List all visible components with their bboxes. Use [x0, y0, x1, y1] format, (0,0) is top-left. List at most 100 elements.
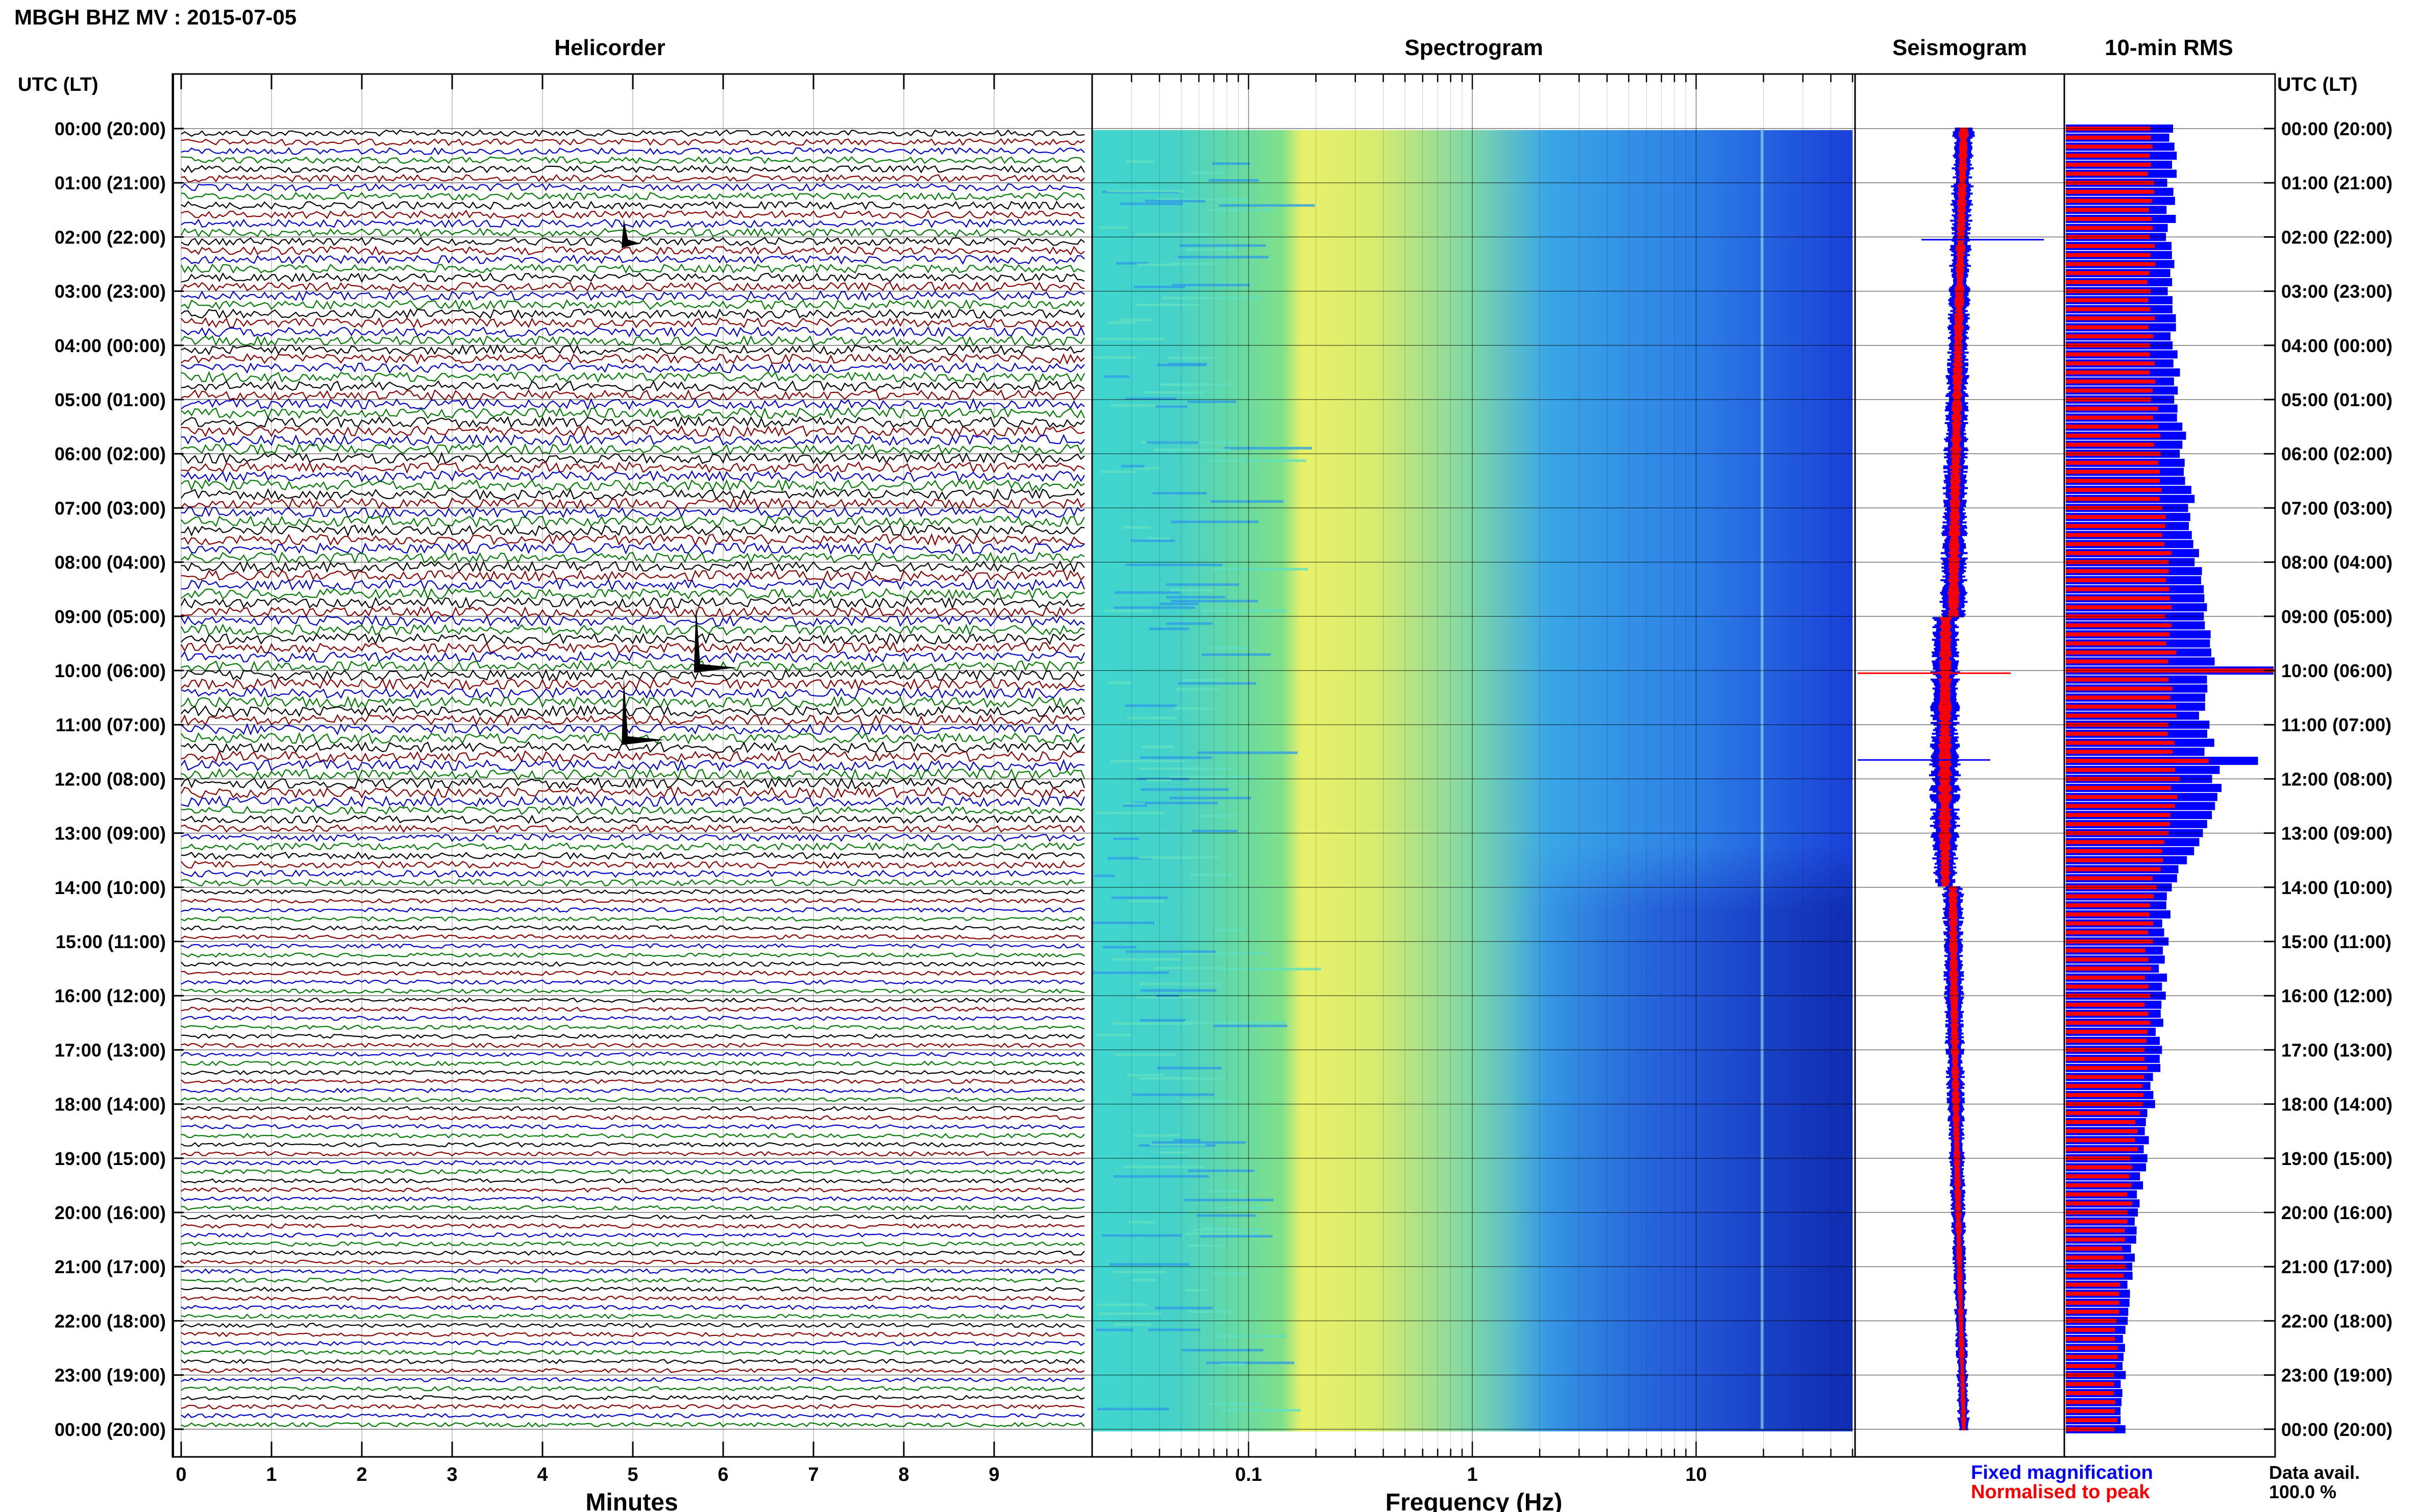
- helicorder-trace: [181, 317, 1085, 329]
- time-label-left: 13:00 (09:00): [55, 823, 166, 844]
- helicorder-event: [622, 219, 639, 249]
- time-label-left: 01:00 (21:00): [55, 172, 166, 193]
- spectrogram-stripe: [1188, 1169, 1254, 1172]
- rms-bar-normalised: [2066, 804, 2175, 808]
- seismogram-envelope: [1858, 128, 2044, 1430]
- helicorder-trace: [181, 425, 1085, 437]
- panel-title-seismogram: Seismogram: [1892, 35, 2027, 60]
- helicorder-trace: [181, 587, 1085, 601]
- rms-bar-normalised: [2066, 208, 2149, 212]
- panel-title-spectrogram: Spectrogram: [1404, 35, 1543, 60]
- rms-bar-normalised: [2066, 876, 2153, 881]
- spectrogram-stripe: [1123, 803, 1145, 806]
- spectrogram-stripe: [1116, 262, 1148, 265]
- helicorder-trace: [181, 723, 1085, 736]
- helicorder-trace: [181, 1178, 1085, 1184]
- rms-bar-normalised: [2066, 632, 2170, 637]
- spectrogram-stripe: [1146, 779, 1172, 782]
- helicorder-trace: [181, 146, 1085, 156]
- spectrogram-stripe: [1197, 1214, 1256, 1217]
- rms-bar-normalised: [2066, 713, 2177, 718]
- rms-bar-normalised: [2066, 361, 2155, 366]
- spectrogram-stripe: [1102, 946, 1137, 949]
- minute-tick-label: 5: [627, 1464, 638, 1485]
- plot-frame: [171, 73, 2276, 1458]
- helicorder-trace: [181, 191, 1085, 201]
- rms-bar-normalised: [2066, 1111, 2140, 1116]
- rms-bar-normalised: [2066, 731, 2168, 736]
- helicorder-trace: [181, 578, 1085, 591]
- time-label-left: 21:00 (17:00): [55, 1256, 166, 1277]
- spectrogram-stripe: [1094, 874, 1115, 877]
- rms-bar-normalised: [2066, 1301, 2119, 1305]
- helicorder-trace: [181, 1223, 1085, 1229]
- spectrogram-stripe: [1154, 966, 1226, 970]
- rms-bar-normalised: [2066, 795, 2178, 799]
- spectrogram-stripe: [1219, 1206, 1267, 1209]
- rms-bar-normalised: [2066, 623, 2172, 628]
- time-label-right: 21:00 (17:00): [2281, 1256, 2392, 1277]
- spectrogram-stripe: [1137, 263, 1177, 266]
- helicorder-trace: [181, 380, 1085, 392]
- helicorder-trace: [181, 795, 1085, 808]
- helicorder-trace: [181, 1304, 1085, 1310]
- spectrogram-stripe: [1190, 873, 1237, 876]
- spectrogram-stripe: [1172, 284, 1250, 287]
- time-labels-right: 00:00 (20:00) 01:00 (21:00) 02:00 (22:00) 0…: [2281, 118, 2392, 1440]
- rms-bar-normalised: [2066, 984, 2149, 989]
- time-labels-left: 00:00 (20:00) 01:00 (21:00) 02:00 (22:00) 0…: [55, 118, 166, 1440]
- helicorder-trace: [181, 1341, 1085, 1346]
- helicorder-trace: [181, 660, 1085, 673]
- helicorder-trace: [181, 1268, 1085, 1274]
- helicorder-trace: [181, 824, 1085, 834]
- spectrogram-stripe: [1200, 1235, 1273, 1238]
- helicorder-trace: [181, 1160, 1085, 1166]
- spectrogram-stripe: [1108, 681, 1131, 684]
- helicorder-trace: [181, 1124, 1085, 1130]
- spectrogram-stripe: [1123, 804, 1147, 807]
- spectrogram-stripe: [1107, 857, 1152, 860]
- spectrogram-stripe: [1223, 447, 1312, 450]
- rms-bar-normalised: [2066, 849, 2162, 853]
- time-label-right: 15:00 (11:00): [2281, 931, 2391, 952]
- rms-bar-normalised: [2066, 1418, 2118, 1423]
- helicorder-trace: [181, 860, 1085, 869]
- helicorder-trace: [181, 254, 1085, 265]
- rms-bar-normalised: [2066, 199, 2152, 203]
- spectrogram-stripe: [1197, 751, 1298, 754]
- helicorder-trace: [181, 732, 1085, 745]
- helicorder-trace: [181, 1051, 1085, 1057]
- time-label-left: 19:00 (15:00): [55, 1148, 166, 1169]
- rms-bar-normalised: [2066, 262, 2156, 266]
- spectrogram-stripe: [1144, 391, 1205, 394]
- minute-tick-label: 9: [989, 1464, 999, 1485]
- frequency-tick-label: 1: [1467, 1464, 1477, 1485]
- rms-bar-normalised: [2066, 334, 2153, 339]
- spectrogram-stripe: [1212, 162, 1250, 165]
- spectrogram-stripe: [1202, 1227, 1229, 1230]
- helicorder-traces: [181, 129, 1085, 1428]
- spectrogram-stripe: [1171, 600, 1258, 603]
- helicorder-trace: [181, 1277, 1085, 1283]
- time-label-left: 00:00 (20:00): [55, 1419, 166, 1440]
- spectrogram-stripe: [1139, 856, 1219, 859]
- time-label-right: 12:00 (08:00): [2281, 769, 2392, 789]
- time-label-right: 17:00 (13:00): [2281, 1039, 2392, 1060]
- helicorder-trace: [181, 524, 1085, 537]
- spectrogram-stripe: [1140, 989, 1217, 992]
- spectrogram-stripe: [1159, 603, 1198, 605]
- rms-bar-normalised: [2066, 894, 2154, 899]
- spectrogram-stripe: [1208, 179, 1259, 182]
- spectrogram-stripe: [1171, 520, 1258, 524]
- rms-bar-normalised: [2066, 822, 2170, 826]
- helicorder-trace: [181, 308, 1085, 319]
- helicorder-trace: [181, 696, 1085, 709]
- spectrogram-stripe: [1110, 404, 1189, 407]
- helicorder-trace: [181, 299, 1085, 311]
- helicorder-trace: [181, 551, 1085, 564]
- spectrogram-stripe: [1182, 1349, 1264, 1352]
- helicorder-trace: [181, 1422, 1085, 1428]
- spectrogram-stripe: [1114, 1323, 1151, 1326]
- spectrogram-stripe: [1140, 756, 1212, 759]
